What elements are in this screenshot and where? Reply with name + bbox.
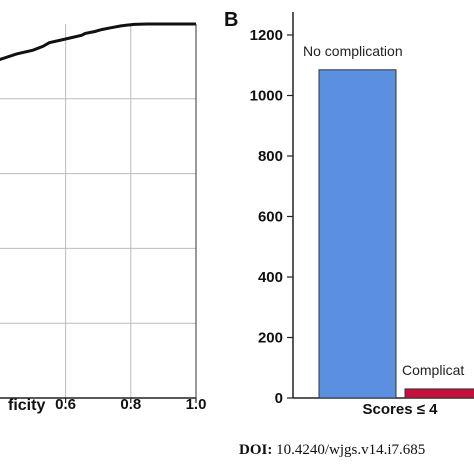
panel-b-bar-chart: B 0 200 400 600 800 1000 1200 No complication C… <box>224 9 474 418</box>
panel-b-bars: No complication Complicat <box>303 43 474 399</box>
roc-curve-line <box>0 22 196 61</box>
doi-value: 10.4240/wjgs.v14.i7.685 <box>276 442 426 458</box>
panel-a-roc-chart: 0.6 0.8 1.0 ficity <box>0 22 206 414</box>
panel-b-y-tick-label: 400 <box>258 269 283 286</box>
panel-a-x-tick-label: 1.0 <box>186 396 207 413</box>
panel-b-bar <box>318 69 397 399</box>
panel-b-x-axis-label: Scores ≤ 4 <box>363 401 439 418</box>
panel-b-y-tick-label: 0 <box>275 390 283 407</box>
panel-b-y-tick-label: 200 <box>258 330 283 347</box>
panel-a-x-tick-label: 0.6 <box>55 396 76 413</box>
panel-b-bar <box>404 388 474 399</box>
panel-b-y-tick-label: 1200 <box>250 27 283 44</box>
panel-a-gridlines <box>0 24 196 398</box>
doi-label: DOI: <box>239 442 273 458</box>
panel-b-bar-label: Complicat <box>402 362 464 378</box>
panel-b-y-ticks: 0 200 400 600 800 1000 1200 <box>250 27 293 407</box>
panel-a-x-axis-label: ficity <box>8 397 45 414</box>
panel-b-y-tick-label: 600 <box>258 209 283 226</box>
panel-a-x-ticks: 0.6 0.8 1.0 <box>55 396 206 413</box>
panel-b-y-tick-label: 800 <box>258 148 283 165</box>
doi-footer: DOI: 10.4240/wjgs.v14.i7.685 <box>239 442 425 459</box>
panel-b-bar-label: No complication <box>303 43 403 59</box>
panel-a-x-tick-label: 0.8 <box>120 396 141 413</box>
panel-b-letter: B <box>224 9 238 31</box>
panel-b-y-tick-label: 1000 <box>250 88 283 105</box>
